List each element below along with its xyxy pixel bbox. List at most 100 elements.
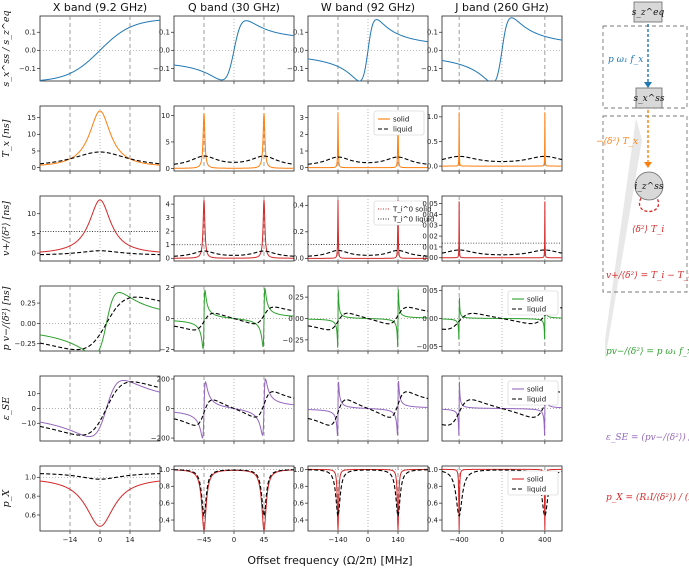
y-tick-label: 1 bbox=[166, 241, 170, 249]
series-solid-line bbox=[442, 468, 562, 531]
x-tick-label: 45 bbox=[260, 536, 269, 544]
eq-vminus: pv−/⟨δ²⟩ = p ω₁ f_x T_x bbox=[606, 347, 689, 357]
series-liquid-line bbox=[40, 381, 160, 436]
y-tick-label: 0.4 bbox=[159, 516, 171, 524]
panel-r0-c0: −0.1 0.0 0.1 bbox=[19, 15, 161, 84]
y-tick-label: 0 bbox=[300, 164, 304, 172]
y-tick-label: 0.05 bbox=[422, 200, 438, 208]
panel-r4-c0: −10 0 10 bbox=[21, 375, 161, 444]
y-tick-label: 0.5 bbox=[427, 138, 438, 146]
series-liquid-line bbox=[308, 156, 428, 165]
panel-r0-c1: −0.1 0.0 0.1 bbox=[153, 15, 295, 84]
series-liquid-line bbox=[442, 155, 562, 163]
row-ylabel: s_x^ss / s_z^eq bbox=[1, 10, 12, 86]
series-solid-line bbox=[174, 20, 294, 81]
y-tick-label: 0.0 bbox=[293, 255, 304, 263]
legend-label: liquid bbox=[393, 126, 412, 134]
y-tick-label: 0 bbox=[166, 165, 170, 173]
node-iz-ss-label: i_z^ss bbox=[635, 182, 664, 192]
series-solid-line bbox=[308, 199, 428, 259]
y-tick-label: 0 bbox=[166, 405, 170, 413]
label-rate: p ω₁ f_x bbox=[608, 55, 643, 65]
y-tick-label: −0.1 bbox=[153, 65, 170, 73]
y-tick-label: 15 bbox=[27, 114, 36, 122]
y-tick-label: −0.05 bbox=[417, 343, 438, 351]
y-tick-label: 0 bbox=[166, 255, 170, 263]
y-tick-label: 10 bbox=[161, 112, 170, 120]
y-tick-label: 0.0 bbox=[293, 47, 304, 55]
row-ylabel: v+/⟨δ²⟩ [ns] bbox=[1, 201, 12, 256]
panel-r3-c2: −0.25 0.00 0.25 bbox=[283, 285, 429, 354]
series-liquid-line bbox=[308, 469, 428, 518]
label-tx: −⟨δ²⟩ T_x bbox=[596, 137, 638, 147]
dashed-box-bottom bbox=[602, 115, 688, 293]
column-title: J band (260 GHz) bbox=[454, 1, 549, 14]
label-ti: ⟨δ²⟩ T_i bbox=[632, 225, 664, 235]
y-tick-label: 200 bbox=[157, 375, 170, 383]
node-sx-ss-label: s_x^ss bbox=[634, 94, 665, 104]
panel-r1-c2: 0 1 2 3 solid liquid bbox=[300, 105, 429, 174]
y-tick-label: 0.00 bbox=[422, 254, 438, 262]
panel-r4-c1: −200 0 200 bbox=[151, 375, 295, 444]
legend-label: solid bbox=[527, 476, 543, 484]
panel-r1-c1: 0 5 10 bbox=[161, 105, 295, 174]
y-tick-label: 10 bbox=[27, 131, 36, 139]
x-tick-label: 0 bbox=[232, 536, 236, 544]
series-solid-line bbox=[40, 292, 160, 351]
x-tick-label: 14 bbox=[126, 536, 135, 544]
x-tick-label: 140 bbox=[391, 536, 404, 544]
y-tick-label: 2 bbox=[166, 284, 170, 292]
y-tick-label: 0.1 bbox=[427, 29, 438, 37]
y-tick-label: 0.6 bbox=[293, 500, 305, 508]
legend-label: T_i^0 liquid bbox=[392, 216, 434, 224]
y-tick-label: 5 bbox=[32, 147, 36, 155]
row-ylabel: p v−/⟨δ²⟩ [ns] bbox=[1, 286, 12, 350]
x-axis-label: Offset frequency (Ω/2π) [MHz] bbox=[247, 554, 412, 567]
series-liquid-line bbox=[308, 391, 428, 426]
y-tick-label: −10 bbox=[21, 420, 36, 428]
panel-r3-c0: −0.25 0.00 0.25 bbox=[15, 285, 161, 354]
series-solid-line bbox=[40, 19, 160, 81]
y-tick-label: 0.4 bbox=[427, 516, 439, 524]
y-tick-label: 0.00 bbox=[422, 315, 438, 323]
x-tick-label: 0 bbox=[98, 536, 102, 544]
y-tick-label: 0.04 bbox=[422, 211, 438, 219]
series-liquid-line bbox=[308, 249, 428, 257]
panel-r2-c3: 0.00 0.01 0.02 0.03 0.04 0.05 bbox=[422, 195, 563, 264]
y-tick-label: 0.0 bbox=[159, 47, 170, 55]
x-tick-label: 0 bbox=[366, 536, 370, 544]
series-solid-line bbox=[174, 113, 294, 169]
legend-label: solid bbox=[393, 116, 409, 124]
series-solid-line bbox=[40, 199, 160, 253]
row-ylabel: p_X bbox=[1, 488, 12, 507]
row-ylabel: T_x [ns] bbox=[1, 119, 12, 157]
y-tick-label: 0.8 bbox=[427, 483, 438, 491]
panel-r5-c0: 0.6 0.8 1.0 −14 0 14 bbox=[25, 465, 161, 544]
x-tick-label: −140 bbox=[328, 536, 347, 544]
series-solid-line bbox=[40, 480, 160, 527]
panel-r5-c1: 0.4 0.6 0.8 1.0 −45 0 45 bbox=[159, 465, 295, 544]
series-solid-line bbox=[308, 112, 428, 169]
y-tick-label: 0.6 bbox=[427, 500, 439, 508]
y-tick-label: 1.0 bbox=[427, 466, 438, 474]
y-tick-label: 0.4 bbox=[293, 202, 305, 210]
y-tick-label: 4 bbox=[166, 201, 171, 209]
y-tick-label: 0.8 bbox=[293, 483, 304, 491]
y-tick-label: 0.25 bbox=[20, 299, 36, 307]
x-tick-label: −14 bbox=[63, 536, 78, 544]
panel-r5-c3: 0.4 0.6 0.8 1.0 −400 0 400 solid liquid bbox=[427, 465, 563, 544]
y-tick-label: 0.00 bbox=[288, 315, 304, 323]
y-tick-label: 3 bbox=[166, 214, 170, 222]
y-tick-label: 0.1 bbox=[159, 29, 170, 37]
series-liquid-line bbox=[174, 469, 294, 518]
y-tick-label: 1.0 bbox=[427, 113, 438, 121]
x-tick-label: 400 bbox=[538, 536, 551, 544]
y-tick-label: 0.1 bbox=[25, 29, 36, 37]
panel-r0-c3: −0.1 0.0 0.1 bbox=[421, 15, 563, 84]
y-tick-label: 0.8 bbox=[159, 483, 170, 491]
y-tick-label: 0.03 bbox=[422, 222, 438, 230]
y-tick-label: −0.1 bbox=[19, 65, 36, 73]
series-liquid-line bbox=[40, 151, 160, 165]
y-tick-label: 0 bbox=[32, 164, 36, 172]
